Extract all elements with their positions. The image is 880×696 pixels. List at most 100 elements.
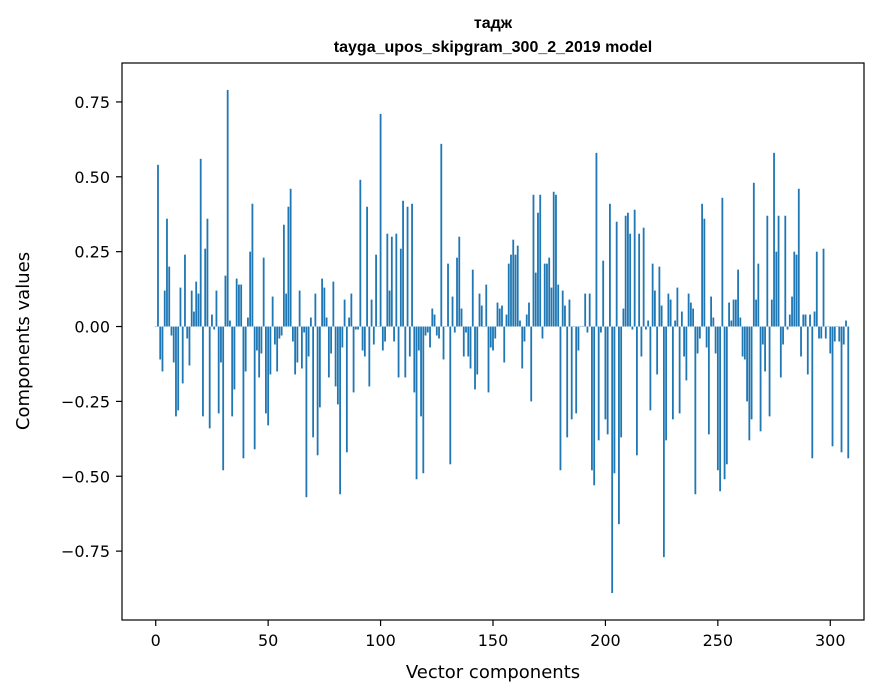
- bar-97: [372, 326, 375, 345]
- bar-247: [710, 296, 712, 327]
- bar-34: [231, 326, 234, 417]
- bar-255: [728, 302, 730, 327]
- bars-group: [154, 89, 850, 594]
- bar-108: [397, 326, 400, 378]
- bar-120: [424, 326, 427, 336]
- x-tick-label: 200: [590, 631, 621, 650]
- bar-59: [287, 206, 290, 327]
- bar-226: [662, 326, 665, 558]
- bar-245: [705, 326, 708, 348]
- bar-231: [674, 320, 677, 327]
- bar-212: [631, 326, 634, 330]
- bar-172: [541, 326, 544, 339]
- bar-173: [543, 263, 546, 327]
- bar-215: [638, 233, 641, 327]
- bar-296: [820, 326, 823, 339]
- bar-79: [332, 281, 335, 327]
- bar-83: [341, 326, 344, 348]
- bar-158: [510, 254, 512, 327]
- bar-181: [561, 290, 564, 327]
- bar-155: [503, 326, 506, 363]
- bar-196: [595, 152, 598, 327]
- bar-41: [247, 317, 249, 327]
- bar-209: [624, 215, 627, 327]
- bar-107: [395, 233, 398, 327]
- bar-249: [714, 326, 717, 354]
- bar-163: [521, 326, 524, 369]
- bar-248: [712, 317, 715, 327]
- bar-290: [806, 326, 809, 375]
- bar-298: [824, 326, 827, 339]
- bar-225: [660, 305, 663, 327]
- bar-253: [723, 326, 726, 480]
- bar-251: [719, 326, 721, 492]
- bar-258: [734, 299, 737, 327]
- bar-82: [339, 326, 341, 495]
- chart-subtitle: tayga_upos_skipgram_300_2_2019 model: [334, 39, 652, 56]
- bar-29: [220, 326, 222, 363]
- bar-106: [393, 326, 395, 342]
- bar-148: [487, 326, 490, 393]
- bar-128: [442, 326, 445, 360]
- bar-171: [539, 194, 542, 327]
- bar-154: [501, 305, 503, 327]
- bar-3: [161, 326, 164, 372]
- bar-137: [462, 326, 465, 357]
- bar-125: [435, 326, 438, 336]
- bar-244: [703, 218, 706, 327]
- y-tick-label: 0.75: [74, 93, 110, 112]
- bar-185: [570, 326, 573, 420]
- bar-285: [795, 254, 798, 327]
- bar-278: [779, 326, 782, 378]
- bar-232: [676, 287, 679, 327]
- bar-86: [348, 317, 350, 327]
- bar-87: [350, 293, 353, 327]
- bar-170: [537, 212, 539, 327]
- bar-243: [701, 203, 704, 327]
- bar-113: [408, 326, 411, 357]
- bar-61: [291, 326, 294, 342]
- bar-214: [636, 326, 638, 456]
- bar-56: [280, 326, 283, 336]
- bar-124: [433, 314, 436, 327]
- bar-149: [489, 326, 492, 348]
- bar-90: [357, 326, 359, 330]
- bar-166: [528, 302, 530, 327]
- bar-229: [669, 299, 672, 327]
- bar-103: [386, 233, 389, 327]
- bar-77: [327, 326, 330, 378]
- bar-208: [622, 308, 625, 327]
- bar-94: [366, 206, 368, 327]
- bar-80: [334, 326, 337, 387]
- bar-96: [370, 299, 373, 327]
- bar-147: [485, 284, 488, 327]
- bar-118: [420, 326, 422, 417]
- bar-150: [492, 326, 494, 351]
- bar-35: [233, 326, 236, 390]
- bar-139: [467, 326, 470, 357]
- bar-11: [179, 287, 182, 327]
- bar-270: [761, 326, 764, 345]
- bar-211: [629, 233, 632, 327]
- bar-116: [415, 326, 418, 480]
- bar-175: [548, 257, 551, 327]
- bar-257: [732, 299, 735, 327]
- bar-110: [402, 200, 404, 327]
- bar-32: [226, 89, 229, 327]
- bar-268: [757, 263, 760, 327]
- bar-184: [568, 299, 571, 327]
- bar-88: [352, 326, 355, 393]
- bar-291: [809, 314, 811, 327]
- bar-262: [743, 326, 746, 360]
- bar-98: [375, 254, 377, 327]
- bar-259: [737, 269, 739, 327]
- bar-33: [229, 320, 231, 327]
- bar-66: [303, 326, 306, 333]
- bar-224: [658, 266, 661, 327]
- bar-271: [764, 326, 766, 372]
- bar-202: [609, 203, 611, 327]
- bar-28: [217, 326, 220, 414]
- bar-53: [274, 326, 276, 345]
- bar-136: [460, 308, 463, 327]
- bar-200: [604, 326, 607, 420]
